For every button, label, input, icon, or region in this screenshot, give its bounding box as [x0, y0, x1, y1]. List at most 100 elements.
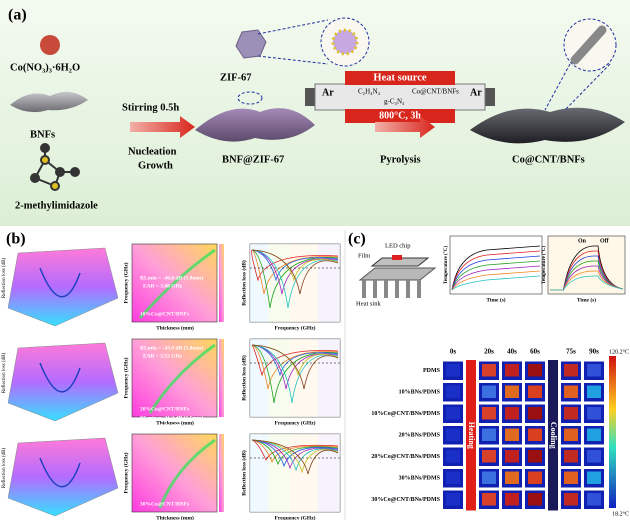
axis-label: Reflection loss (dB) — [2, 258, 7, 299]
rl-curve — [251, 344, 339, 404]
plot-frame — [547, 235, 626, 295]
thermal-spot — [528, 364, 542, 377]
column-header: 40s — [507, 348, 517, 356]
annotation: RLmin = -43.9 dB (5.8mm) — [140, 344, 203, 351]
rl-curve — [251, 249, 339, 295]
label: Heat source — [373, 72, 427, 83]
rl-curve — [251, 344, 339, 390]
thermal-spot — [564, 385, 578, 398]
scale-label: 120.2°C — [609, 348, 629, 355]
cnt-tube — [570, 25, 607, 65]
label: BNF@ZIF-67 — [222, 154, 284, 165]
thermal-spot — [505, 407, 519, 420]
thermal-spot — [505, 493, 519, 506]
panel-label: (a) — [8, 7, 27, 24]
axis-label: Frequency (GHz) — [122, 262, 129, 303]
axis-label: Temperature (°C) — [444, 246, 449, 284]
band — [318, 339, 340, 417]
label: Nucleation — [128, 146, 177, 157]
thermal-spot — [482, 385, 496, 398]
column-header: 75s — [566, 348, 576, 356]
thermal-spot — [505, 385, 519, 398]
row-label: 20%Co@CNT/BNs/PDMS — [371, 454, 440, 460]
label: Stirring 0.5h — [122, 102, 179, 113]
match-curve — [158, 438, 216, 509]
axis-label: Frequency (GHz) — [275, 324, 316, 331]
match-curve — [138, 248, 216, 319]
band — [268, 244, 290, 322]
thermal-spot — [564, 428, 578, 441]
sample-label: 20%Co@CNT/BNFs — [140, 406, 189, 412]
colorbar — [219, 434, 224, 512]
axis-label: Thickness (mm) — [156, 514, 194, 520]
molecule — [30, 143, 80, 191]
label: Ar — [322, 87, 334, 98]
axis-label: Reflection loss (dB) — [240, 260, 247, 306]
furnace-cap — [305, 88, 315, 106]
fin — [373, 280, 377, 298]
rl-curve — [251, 344, 339, 390]
zoom-line — [257, 19, 329, 35]
temp-curve — [451, 275, 541, 291]
thermal-spot — [505, 471, 519, 484]
thermal-spot — [446, 385, 460, 398]
zoom-line — [564, 63, 611, 111]
annotation: EAB = 5.92 GHz — [143, 423, 183, 429]
label: Pyrolysis — [380, 154, 421, 165]
furnace-cap — [485, 88, 495, 106]
thermal-spot — [482, 450, 496, 463]
axis-label: Frequency (GHz) — [275, 419, 316, 426]
thermal-spot — [587, 450, 601, 463]
rl-curve — [251, 439, 339, 468]
thermal-spot — [564, 493, 578, 506]
rl-curve — [251, 439, 339, 461]
rl-curve — [251, 439, 339, 474]
thermal-spot — [528, 471, 542, 484]
fin — [384, 280, 388, 298]
rl-curve — [251, 344, 339, 404]
axis-label: Time (s) — [486, 296, 505, 303]
plot-frame — [449, 235, 543, 295]
axis-label: Thickness (mm) — [156, 419, 194, 426]
thermal-spot — [505, 450, 519, 463]
thermal-spot — [564, 407, 578, 420]
thermal-spot — [482, 364, 496, 377]
fin — [362, 280, 366, 298]
heating-bar — [466, 360, 476, 511]
sample-label: 10%Co@CNT/BNFs — [140, 311, 189, 317]
row-label: 10%BNs/PDMS — [399, 390, 441, 396]
row-label: 20%BNs/PDMS — [399, 433, 441, 439]
axis-label: Reflection loss (dB) — [2, 353, 7, 394]
axis-label: Reflection loss (dB) — [2, 448, 7, 489]
temp-curve — [550, 245, 624, 291]
rl-curve — [251, 344, 339, 377]
band — [250, 434, 268, 512]
temp-curve — [550, 250, 624, 291]
axis-label: Reflection loss (dB) — [240, 450, 247, 496]
label: Off — [600, 238, 610, 244]
colorbar — [219, 244, 224, 322]
surface-3d — [7, 437, 119, 517]
row-label: 10%Co@CNT/BNs/PDMS — [371, 411, 440, 417]
axis-label: Frequency (GHz) — [122, 452, 129, 493]
panel-label: (c) — [348, 231, 366, 248]
fin — [417, 280, 421, 298]
thermal-spot — [528, 428, 542, 441]
rl-curve — [251, 439, 339, 464]
thermal-spot — [528, 385, 542, 398]
label: Co@CNT/BNFs — [512, 154, 585, 165]
thermal-spot — [446, 450, 460, 463]
band — [250, 339, 268, 417]
thermal-spot — [505, 428, 519, 441]
thermal-spot — [564, 471, 578, 484]
heat-source — [345, 71, 455, 85]
label: g-C₃N₄ — [384, 98, 405, 106]
column-header: 90s — [589, 348, 599, 356]
rl-map — [131, 433, 218, 513]
label: Growth — [138, 160, 173, 171]
label: Film — [358, 252, 370, 259]
rl-curve — [251, 439, 339, 475]
match-curve — [148, 343, 216, 414]
rl-curve — [251, 249, 339, 309]
rl-curve — [251, 344, 339, 390]
